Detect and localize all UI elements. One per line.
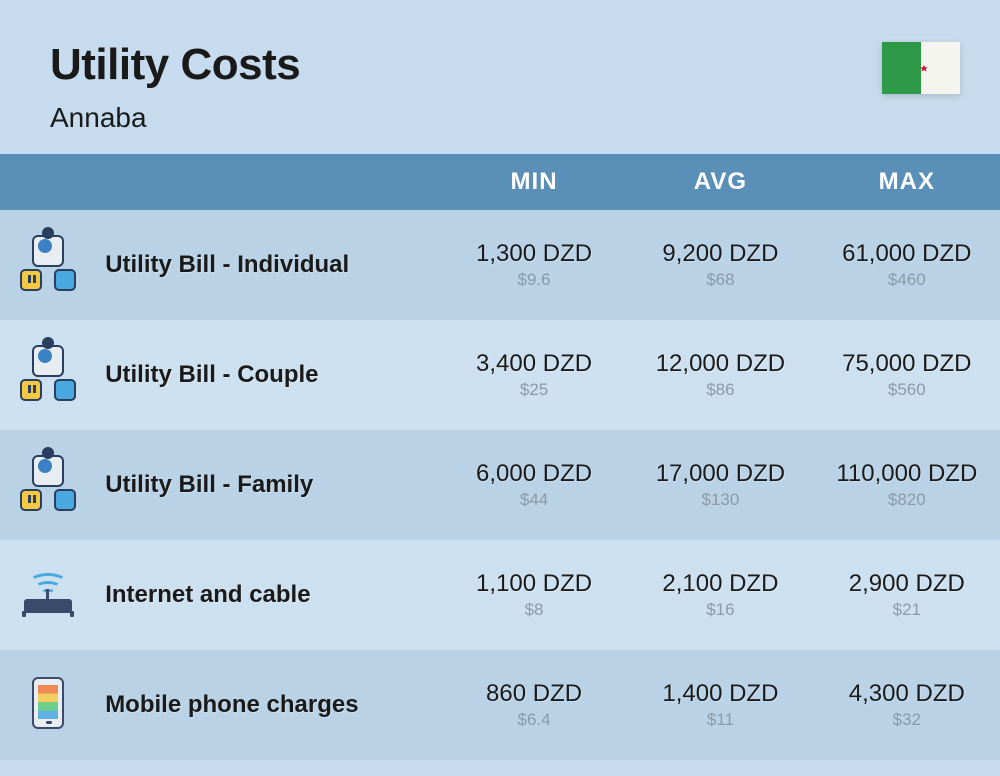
secondary-value: $8 [441,600,627,620]
secondary-value: $16 [627,600,813,620]
secondary-value: $11 [627,710,813,730]
primary-value: 75,000 DZD [814,350,1000,378]
header-max: MAX [814,154,1000,210]
cell-avg: 9,200 DZD $68 [627,210,813,320]
page-subtitle: Annaba [50,102,950,134]
secondary-value: $32 [814,710,1000,730]
row-icon-cell [0,320,95,430]
header: Utility Costs Annaba [0,0,1000,154]
row-icon-cell [0,430,95,540]
cell-max: 110,000 DZD $820 [814,430,1000,540]
cell-min: 1,300 DZD $9.6 [441,210,627,320]
primary-value: 1,100 DZD [441,570,627,598]
row-label: Utility Bill - Couple [95,320,441,430]
row-label: Utility Bill - Family [95,430,441,540]
primary-value: 110,000 DZD [814,460,1000,488]
cell-avg: 17,000 DZD $130 [627,430,813,540]
cell-avg: 1,400 DZD $11 [627,650,813,760]
utility-couple-icon [20,345,76,401]
primary-value: 12,000 DZD [627,350,813,378]
row-label: Mobile phone charges [95,650,441,760]
country-flag-icon [882,42,960,94]
cell-min: 1,100 DZD $8 [441,540,627,650]
secondary-value: $25 [441,380,627,400]
header-empty-icon [0,154,95,210]
cell-max: 4,300 DZD $32 [814,650,1000,760]
table-row: Utility Bill - Family 6,000 DZD $44 17,0… [0,430,1000,540]
secondary-value: $6.4 [441,710,627,730]
utility-family-icon [20,455,76,511]
secondary-value: $560 [814,380,1000,400]
utility-individual-icon [20,235,76,291]
page-title: Utility Costs [50,40,950,90]
row-icon-cell [0,210,95,320]
table-row: Utility Bill - Couple 3,400 DZD $25 12,0… [0,320,1000,430]
secondary-value: $44 [441,490,627,510]
table-body: Utility Bill - Individual 1,300 DZD $9.6… [0,210,1000,760]
secondary-value: $820 [814,490,1000,510]
primary-value: 2,100 DZD [627,570,813,598]
cell-max: 61,000 DZD $460 [814,210,1000,320]
primary-value: 4,300 DZD [814,680,1000,708]
cell-min: 860 DZD $6.4 [441,650,627,760]
internet-router-icon [20,573,76,613]
primary-value: 2,900 DZD [814,570,1000,598]
row-label: Internet and cable [95,540,441,650]
secondary-value: $460 [814,270,1000,290]
table-row: Mobile phone charges 860 DZD $6.4 1,400 … [0,650,1000,760]
secondary-value: $68 [627,270,813,290]
secondary-value: $21 [814,600,1000,620]
header-empty-label [95,154,441,210]
row-label: Utility Bill - Individual [95,210,441,320]
header-min: MIN [441,154,627,210]
cell-avg: 2,100 DZD $16 [627,540,813,650]
cell-min: 6,000 DZD $44 [441,430,627,540]
row-icon-cell [0,540,95,650]
secondary-value: $9.6 [441,270,627,290]
secondary-value: $86 [627,380,813,400]
table-row: Utility Bill - Individual 1,300 DZD $9.6… [0,210,1000,320]
mobile-phone-icon [32,677,64,729]
cell-max: 2,900 DZD $21 [814,540,1000,650]
row-icon-cell [0,650,95,760]
cell-max: 75,000 DZD $560 [814,320,1000,430]
table-header-row: MIN AVG MAX [0,154,1000,210]
primary-value: 1,300 DZD [441,240,627,268]
cell-avg: 12,000 DZD $86 [627,320,813,430]
utility-costs-table: MIN AVG MAX Utility Bill - Individual 1,… [0,154,1000,760]
primary-value: 3,400 DZD [441,350,627,378]
primary-value: 1,400 DZD [627,680,813,708]
primary-value: 6,000 DZD [441,460,627,488]
primary-value: 17,000 DZD [627,460,813,488]
primary-value: 61,000 DZD [814,240,1000,268]
cell-min: 3,400 DZD $25 [441,320,627,430]
primary-value: 860 DZD [441,680,627,708]
secondary-value: $130 [627,490,813,510]
primary-value: 9,200 DZD [627,240,813,268]
header-avg: AVG [627,154,813,210]
table-row: Internet and cable 1,100 DZD $8 2,100 DZ… [0,540,1000,650]
